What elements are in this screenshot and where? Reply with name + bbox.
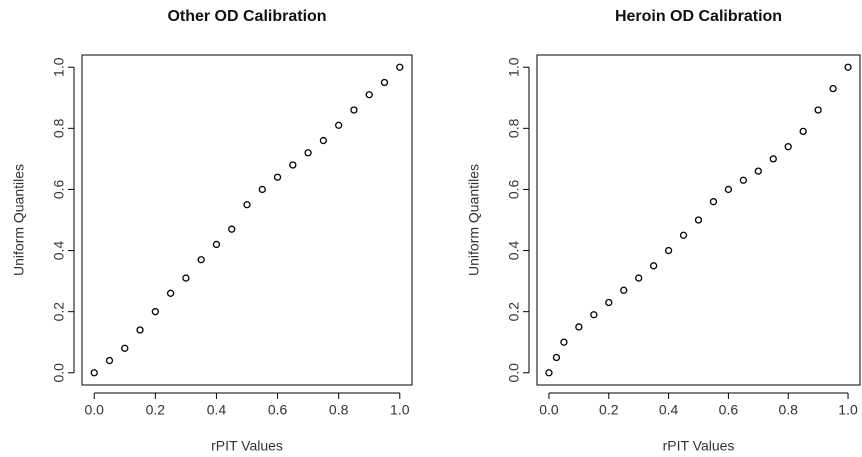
data-point bbox=[664, 246, 673, 255]
data-point bbox=[560, 338, 568, 346]
y-tick-label: 0.2 bbox=[506, 302, 522, 322]
data-point bbox=[136, 326, 144, 334]
x-tick-label: 0.4 bbox=[207, 402, 227, 418]
data-point bbox=[350, 106, 358, 114]
data-point bbox=[552, 353, 561, 362]
y-tick-label: 0.8 bbox=[51, 118, 67, 138]
data-point bbox=[709, 198, 718, 206]
data-point bbox=[769, 155, 777, 163]
data-point bbox=[620, 286, 628, 294]
x-tick-label: 1.0 bbox=[838, 402, 858, 418]
x-tick-label: 0.8 bbox=[778, 402, 798, 418]
data-point bbox=[151, 308, 159, 316]
data-point bbox=[739, 176, 748, 184]
data-point bbox=[784, 143, 792, 151]
x-tick-label: 0.6 bbox=[268, 402, 288, 418]
data-point bbox=[396, 63, 404, 71]
x-tick-label: 0.2 bbox=[599, 402, 619, 418]
x-axis-label: rPIT Values bbox=[211, 438, 283, 454]
data-point bbox=[694, 216, 703, 224]
data-point bbox=[258, 185, 266, 194]
x-tick-label: 0.8 bbox=[329, 402, 349, 418]
x-axis-label: rPIT Values bbox=[663, 438, 735, 454]
data-point bbox=[304, 149, 312, 157]
data-point bbox=[679, 231, 688, 239]
data-point bbox=[105, 356, 114, 365]
data-point bbox=[649, 262, 658, 270]
x-tick-label: 0.0 bbox=[84, 402, 104, 418]
y-axis-label: Uniform Quantiles bbox=[466, 164, 482, 276]
data-point bbox=[799, 127, 807, 136]
data-point bbox=[273, 173, 282, 181]
data-point bbox=[243, 201, 251, 209]
x-tick-label: 0.4 bbox=[659, 402, 679, 418]
plot-frame bbox=[536, 54, 861, 386]
data-point bbox=[605, 298, 613, 307]
data-point bbox=[380, 78, 389, 87]
data-point bbox=[814, 106, 822, 114]
y-tick-label: 0.0 bbox=[51, 363, 67, 383]
data-point bbox=[844, 63, 852, 71]
data-point bbox=[182, 274, 190, 282]
plot-frame bbox=[81, 54, 413, 386]
x-tick-label: 0.2 bbox=[146, 402, 166, 418]
data-point bbox=[545, 369, 553, 377]
data-point bbox=[197, 256, 205, 264]
y-tick-label: 1.0 bbox=[51, 57, 67, 77]
data-point bbox=[575, 323, 583, 331]
data-point bbox=[212, 240, 221, 249]
x-tick-label: 0.0 bbox=[539, 402, 559, 418]
y-axis-label: Uniform Quantiles bbox=[11, 164, 27, 276]
data-point bbox=[590, 311, 598, 319]
data-point bbox=[121, 344, 129, 352]
data-point bbox=[228, 225, 236, 233]
data-point bbox=[166, 289, 175, 297]
y-tick-label: 0.4 bbox=[51, 241, 67, 261]
data-point bbox=[724, 185, 733, 194]
data-point bbox=[289, 161, 297, 169]
data-point bbox=[90, 369, 98, 377]
chart-title: Heroin OD Calibration bbox=[615, 8, 782, 25]
y-tick-label: 0.0 bbox=[506, 363, 522, 383]
data-point bbox=[319, 136, 328, 145]
y-tick-label: 0.6 bbox=[51, 180, 67, 200]
data-point bbox=[365, 91, 373, 99]
y-tick-label: 0.4 bbox=[506, 241, 522, 261]
data-point bbox=[635, 274, 643, 282]
chart-title: Other OD Calibration bbox=[167, 8, 326, 25]
data-point bbox=[754, 167, 762, 175]
x-tick-label: 0.6 bbox=[719, 402, 739, 418]
data-point bbox=[829, 84, 837, 93]
y-tick-label: 0.6 bbox=[506, 180, 522, 200]
y-tick-label: 1.0 bbox=[506, 57, 522, 77]
data-point bbox=[335, 121, 343, 129]
x-tick-label: 1.0 bbox=[390, 402, 410, 418]
y-tick-label: 0.8 bbox=[506, 118, 522, 138]
y-tick-label: 0.2 bbox=[51, 302, 67, 322]
